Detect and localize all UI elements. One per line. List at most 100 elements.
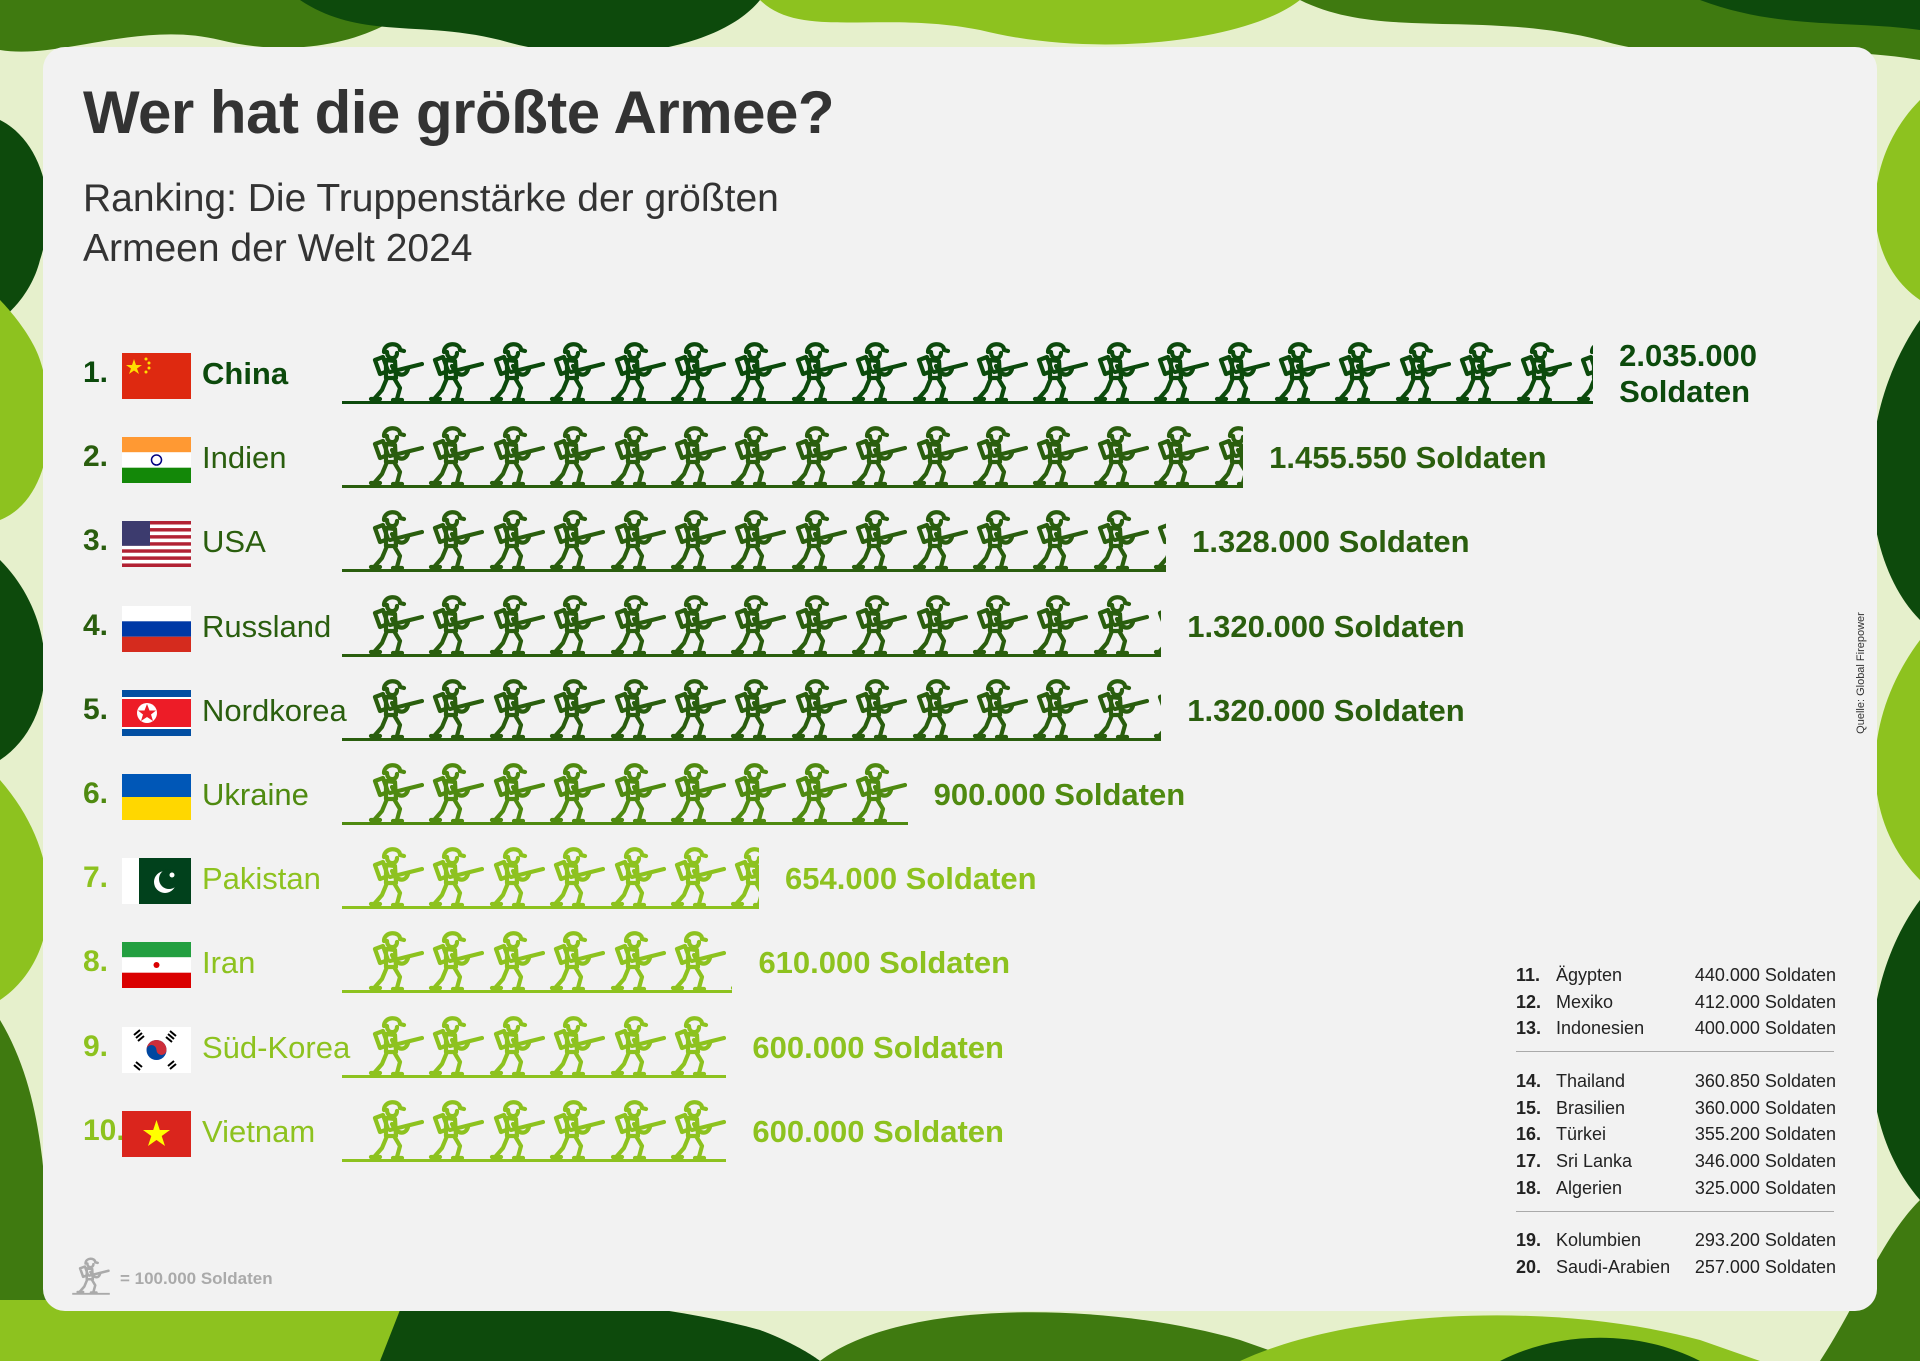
country-name: Türkei	[1556, 1124, 1607, 1145]
other-country-row: 15. Brasilien 360.000 Soldaten	[1516, 1095, 1836, 1122]
rank-number: 11.	[1516, 964, 1541, 985]
soldier-icon	[422, 843, 484, 909]
ranking-row: 7. Pakistan 654.000 Soldaten	[0, 839, 1800, 923]
page-title: Wer hat die größte Armee?	[83, 79, 834, 146]
other-country-row: 11. Ägypten 440.000 Soldaten	[1516, 962, 1836, 989]
value-label: 1.328.000 Soldaten	[1192, 524, 1470, 560]
soldier-icon	[604, 759, 666, 825]
country-name: Nordkorea	[202, 692, 347, 728]
soldier-icon	[543, 927, 605, 993]
value-label: 346.000 Soldaten	[1694, 1150, 1836, 1171]
soldier-icon	[906, 338, 968, 404]
other-country-row: 17. Sri Lanka 346.000 Soldaten	[1516, 1148, 1836, 1175]
flag-in-icon	[122, 437, 191, 484]
rank-number: 7.	[83, 861, 109, 895]
soldier-icon	[906, 506, 968, 572]
soldier-icon	[362, 422, 424, 488]
soldier-icon	[724, 506, 786, 572]
soldier-icon	[845, 422, 907, 488]
soldier-icon	[845, 675, 907, 741]
ranking-row: 4. Russland 1.320.000 Soldaten	[0, 587, 1800, 671]
bar-baseline	[342, 569, 1167, 573]
bar-baseline	[342, 906, 760, 910]
value-label: 1.320.000 Soldaten	[1187, 692, 1465, 728]
country-name: Süd-Korea	[202, 1029, 351, 1065]
subtitle: Ranking: Die Truppenstärke der größten A…	[83, 177, 779, 270]
value-label: 293.200 Soldaten	[1694, 1230, 1836, 1251]
soldier-icon	[72, 1255, 116, 1295]
soldier-icon	[604, 843, 666, 909]
soldier-icon	[362, 759, 424, 825]
country-name: Mexiko	[1556, 991, 1614, 1012]
soldier-icon	[664, 591, 726, 657]
soldier-icon	[422, 1096, 484, 1162]
soldier-bar	[342, 334, 1594, 418]
country-name: Ukraine	[202, 777, 309, 812]
rank-number: 2.	[83, 440, 109, 474]
soldier-icon	[1026, 506, 1088, 572]
soldier-icon	[1510, 338, 1572, 404]
soldier-icon	[422, 591, 484, 657]
soldier-icon	[1389, 338, 1451, 404]
soldier-icon	[664, 1096, 726, 1162]
other-country-row: 18. Algerien 325.000 Soldaten	[1516, 1175, 1836, 1202]
soldier-icon	[422, 927, 484, 993]
bar-baseline	[342, 1158, 727, 1162]
ranking-row: 10. Vietnam 600.000 Soldaten	[0, 1092, 1800, 1176]
soldier-icon	[724, 675, 786, 741]
soldier-icon	[1026, 338, 1088, 404]
soldier-icon	[422, 422, 484, 488]
soldier-icon	[1147, 591, 1161, 657]
soldier-icon	[483, 1096, 545, 1162]
ranking-row: 8. Iran 610.000 Soldaten	[0, 923, 1800, 1007]
soldier-icon	[664, 506, 726, 572]
soldier-icon	[664, 843, 726, 909]
soldier-icon	[483, 591, 545, 657]
soldier-bar	[342, 1092, 727, 1176]
other-country-row: 12. Mexiko 412.000 Soldaten	[1516, 989, 1836, 1016]
soldier-icon	[1268, 338, 1330, 404]
rank-number: 9.	[83, 1029, 109, 1063]
rank-number: 16.	[1516, 1124, 1542, 1145]
value-label: 360.000 Soldaten	[1694, 1097, 1836, 1118]
soldier-icon	[483, 1012, 545, 1078]
soldier-icon	[724, 843, 759, 909]
country-name: Sri Lanka	[1556, 1150, 1633, 1171]
soldier-icon	[483, 506, 545, 572]
soldier-icon	[664, 1012, 726, 1078]
soldier-icon	[906, 675, 968, 741]
soldier-icon	[604, 1096, 666, 1162]
soldier-icon	[362, 1012, 424, 1078]
soldier-icon	[483, 338, 545, 404]
legend: = 100.000 Soldaten	[66, 1255, 273, 1295]
soldier-icon	[845, 591, 907, 657]
rank-number: 14.	[1516, 1070, 1542, 1091]
soldier-icon	[966, 422, 1028, 488]
soldier-icon	[362, 338, 424, 404]
source-note: Quelle: Global Firepower	[1855, 612, 1867, 734]
soldier-icon	[724, 927, 732, 993]
rank-number: 10.	[83, 1113, 125, 1147]
rank-number: 8.	[83, 945, 109, 979]
ranking-row: 1. China 2.035.000 Soldaten	[0, 334, 1800, 418]
soldier-icon	[966, 675, 1028, 741]
bar-baseline	[342, 653, 1162, 657]
other-country-row: 20. Saudi-Arabien 257.000 Soldaten	[1516, 1254, 1836, 1281]
country-name: Kolumbien	[1556, 1230, 1642, 1251]
soldier-icon	[785, 759, 847, 825]
value-label: 440.000 Soldaten	[1694, 964, 1836, 985]
value-label: 360.850 Soldaten	[1694, 1070, 1836, 1091]
soldier-icon	[1570, 338, 1593, 404]
soldier-bar	[342, 755, 908, 839]
rank-number: 13.	[1516, 1018, 1542, 1039]
value-label: 355.200 Soldaten	[1694, 1124, 1836, 1145]
rank-number: 19.	[1516, 1230, 1542, 1251]
legend-label: = 100.000 Soldaten	[120, 1269, 273, 1288]
soldier-bar	[342, 418, 1244, 502]
soldier-icon	[664, 927, 726, 993]
country-name: Algerien	[1556, 1177, 1623, 1198]
ranking-row: 2. Indien 1.455.550 Soldaten	[0, 418, 1800, 502]
value-label: 610.000 Soldaten	[758, 945, 1011, 981]
soldier-icon	[362, 927, 424, 993]
soldier-icon	[543, 591, 605, 657]
